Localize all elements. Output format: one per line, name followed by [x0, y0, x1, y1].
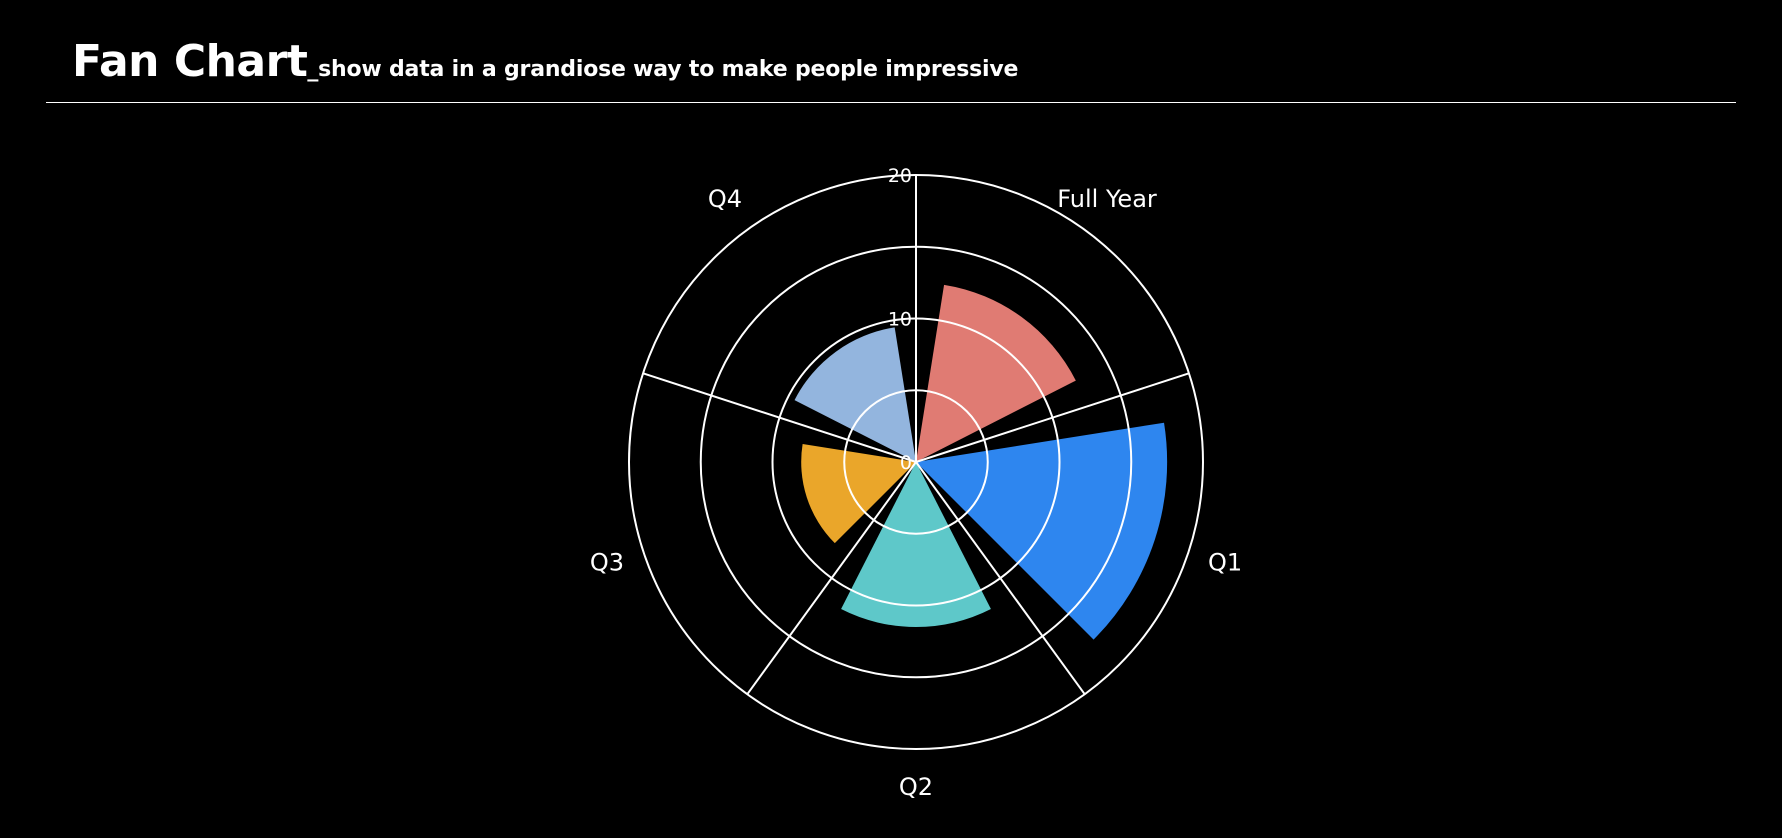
chart-title: Fan Chart	[72, 36, 308, 87]
labels-layer: 0 10 20 Full Year Q1 Q2 Q3 Q4	[590, 165, 1242, 801]
header-divider	[46, 102, 1736, 103]
bars-layer	[794, 284, 1168, 640]
category-label-q3: Q3	[590, 548, 624, 576]
chart-header: Fan Chart_show data in a grandiose way t…	[72, 36, 1018, 87]
bar-q2	[841, 462, 991, 628]
chart-subtitle: _show data in a grandiose way to make pe…	[307, 57, 1019, 82]
bar-q4	[794, 327, 916, 462]
grid-spoke	[915, 461, 1086, 695]
grid-spoke	[642, 372, 917, 463]
bar-full-year	[916, 284, 1076, 462]
radial-tick-label: 20	[888, 165, 912, 187]
category-label-q4: Q4	[708, 185, 742, 213]
category-label-q2: Q2	[899, 773, 933, 801]
grid-spoke	[915, 372, 1190, 463]
bar-q3	[801, 444, 916, 544]
grid-layer	[628, 174, 1204, 750]
grid-spoke	[746, 461, 917, 695]
category-label-q1: Q1	[1208, 548, 1242, 576]
radial-tick-label: 10	[888, 309, 912, 331]
radial-tick-label: 0	[900, 452, 912, 474]
category-label-full-year: Full Year	[1057, 185, 1157, 213]
